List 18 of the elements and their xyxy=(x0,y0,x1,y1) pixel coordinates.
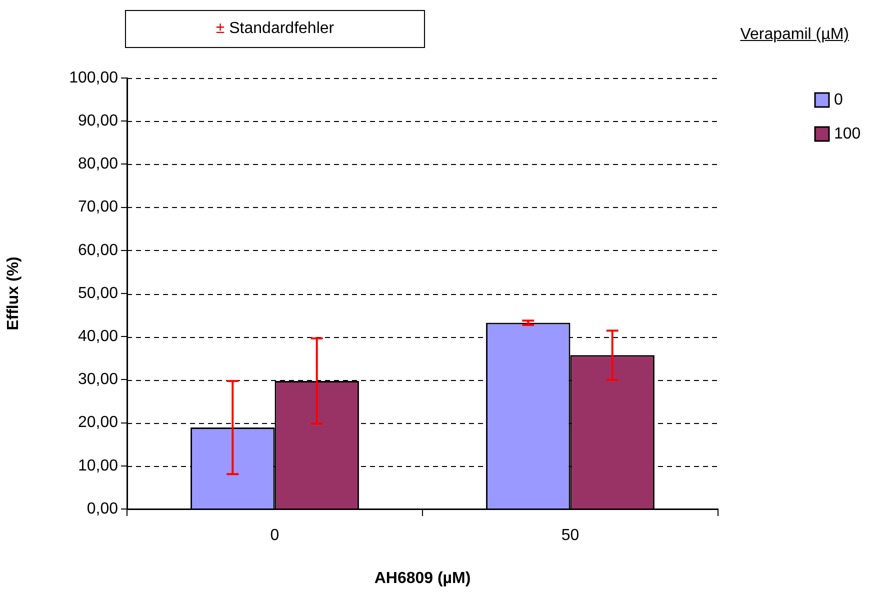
x-axis-title: AH6809 (µM) xyxy=(374,570,471,587)
y-tick-label: 70,00 xyxy=(78,198,118,216)
y-tick-label: 60,00 xyxy=(78,242,118,259)
text: ± Standardfehler xyxy=(125,10,425,48)
y-tick-label: 10,00 xyxy=(78,457,118,474)
y-tick-label: 50,00 xyxy=(78,284,118,302)
legend-title: Verapamil (µM) xyxy=(740,26,849,44)
y-tick-label: 80,00 xyxy=(78,156,118,173)
y-tick-label: 20,00 xyxy=(78,414,118,432)
y-tick-label: 0,00 xyxy=(86,500,118,518)
legend-label: 0 xyxy=(834,91,843,108)
legend-label: 100 xyxy=(834,125,861,142)
y-tick-label: 30,00 xyxy=(78,371,118,388)
x-tick-label: 50 xyxy=(561,527,580,544)
y-tick-label: 100,00 xyxy=(69,69,118,86)
y-tick-label: 40,00 xyxy=(78,328,118,346)
y-tick-label: 90,00 xyxy=(78,112,118,130)
y-axis-title: Efflux (%) xyxy=(5,256,22,330)
